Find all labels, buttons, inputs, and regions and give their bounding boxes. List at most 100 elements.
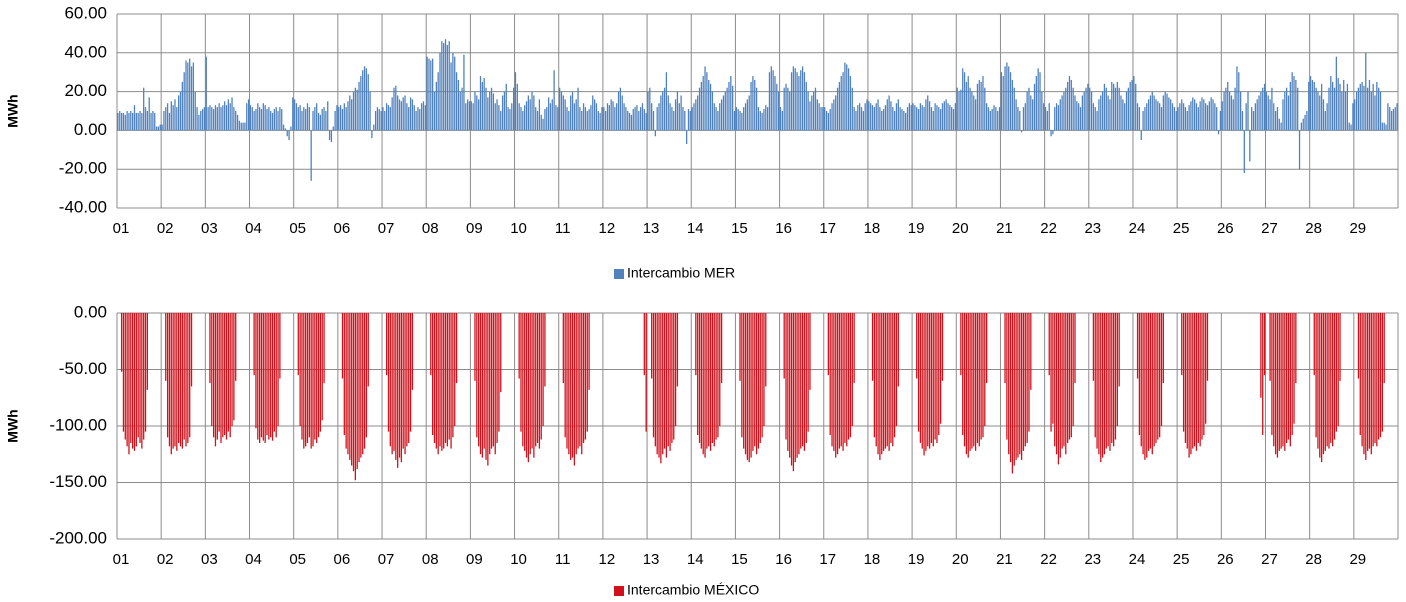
bar [1203,313,1205,436]
bar [224,313,226,436]
bar [1175,111,1177,131]
bar [651,313,653,379]
bar [1286,313,1288,443]
bar [1107,95,1109,131]
bar [1195,103,1198,131]
bar [466,99,469,131]
bar [424,105,426,131]
bar [273,109,276,131]
bar [363,66,366,131]
bar [956,87,958,131]
bar [303,313,305,449]
bar [247,99,250,131]
bar [310,130,312,181]
bar [1096,111,1098,131]
bar [200,111,202,131]
bar [685,130,688,144]
bar [187,62,189,131]
bar [260,313,263,438]
bar [249,105,252,131]
bar [1111,313,1113,443]
bar [1125,91,1128,131]
bar [262,313,264,441]
bar [673,111,675,131]
bar [704,313,706,458]
bar [1048,313,1050,376]
bar [1251,107,1253,131]
bar [176,313,178,451]
bar [1267,95,1269,131]
bar [1004,313,1006,384]
bar [450,313,452,449]
bar [220,313,222,443]
bar [496,313,498,443]
bar [759,111,761,131]
bar [939,313,942,424]
x-tick-label: 27 [1261,551,1278,568]
bar [1193,313,1196,447]
bar [1324,313,1326,451]
bar [212,313,215,438]
bar [1008,313,1010,455]
bar [301,313,303,440]
bar [1274,111,1277,131]
bar [266,109,268,131]
bar [958,91,960,131]
bar [697,313,699,436]
bar [1112,83,1115,131]
bar [520,107,522,131]
bar [1147,99,1150,131]
bar [518,313,520,379]
bar [1383,122,1385,131]
bar [1011,313,1014,474]
x-tick-label: 17 [819,551,836,568]
bar [879,107,881,131]
bar [165,107,167,131]
bar [840,313,842,447]
bar [1054,107,1056,131]
bar [279,313,281,379]
x-tick-label: 29 [1349,220,1366,237]
bar [1225,87,1227,131]
bar [1107,313,1109,447]
bar [1153,313,1155,447]
bar [667,95,669,131]
bar [595,103,598,131]
bar [912,103,914,131]
bar [1008,66,1010,131]
bar [367,74,369,131]
bar [754,313,756,447]
bar [986,313,988,384]
bar [660,313,662,464]
bar [1020,313,1023,460]
bar [374,111,377,131]
bar [564,99,566,131]
bar [577,313,579,449]
bar [702,76,704,131]
bar [235,313,237,381]
bar [610,99,612,131]
bar [941,103,944,131]
bar [1157,101,1159,131]
bar [411,99,414,131]
bar [628,112,631,131]
bar [639,107,642,131]
legend-swatch [614,269,624,279]
bar [1019,111,1021,131]
bar [1116,313,1118,426]
bar [443,313,445,449]
bar [860,107,863,131]
bar [1217,130,1220,135]
bar [916,313,918,379]
bar [533,313,535,458]
bar [709,313,712,451]
y-tick-label: -100.00 [49,415,107,434]
bar [1295,313,1297,384]
bar [535,313,537,447]
bar [1173,107,1176,131]
bar [1383,313,1385,384]
bar [494,103,496,131]
bar [402,313,404,449]
bar [1000,72,1003,131]
bar [1002,76,1004,131]
